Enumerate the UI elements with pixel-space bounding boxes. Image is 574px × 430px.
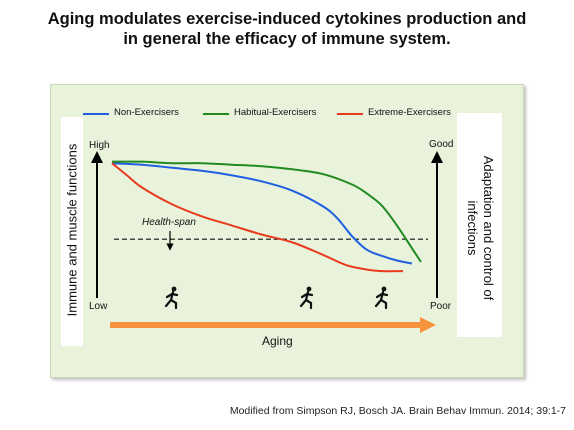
runner-icon (374, 286, 389, 310)
slide-title-line-2: in general the efficacy of immune system… (123, 30, 451, 48)
left-axis-high-label: High (89, 140, 110, 151)
chart-panel (50, 84, 524, 378)
left-axis-low-label: Low (89, 301, 108, 312)
citation: Modified from Simpson RJ, Bosch JA. Brai… (229, 405, 566, 417)
healthspan-annotation: Health-span (142, 217, 196, 228)
legend-swatch-extreme-exercisers (337, 113, 363, 115)
x-axis-label-aging: Aging (262, 334, 293, 348)
runner-icon (299, 286, 314, 310)
slide-title-line-1: Aging modulates exercise-induced cytokin… (47, 10, 527, 28)
legend-label-non-exercisers: Non-Exercisers (114, 107, 179, 118)
right-axis-poor-label: Poor (430, 301, 452, 312)
aging-arrow-head (420, 317, 436, 333)
right-axis-label-box (457, 113, 502, 337)
series-line-extreme-exercisers (111, 162, 404, 273)
right-axis-good-label: Good (429, 139, 454, 150)
legend-label-extreme-exercisers: Extreme-Exercisers (368, 107, 451, 118)
runner-icon (164, 286, 179, 310)
legend-label-habitual-exercisers: Habitual-Exercisers (234, 107, 317, 118)
slide-title: Aging modulates exercise-induced cytokin… (0, 9, 574, 49)
series-layer (111, 160, 422, 273)
series-line-non-exercisers (111, 162, 413, 265)
legend-swatch-habitual-exercisers (203, 113, 229, 115)
series-line-habitual-exercisers (111, 160, 422, 263)
left-axis-label-box (61, 117, 83, 346)
legend-swatch-non-exercisers (83, 113, 109, 115)
runner-layer (164, 286, 389, 310)
